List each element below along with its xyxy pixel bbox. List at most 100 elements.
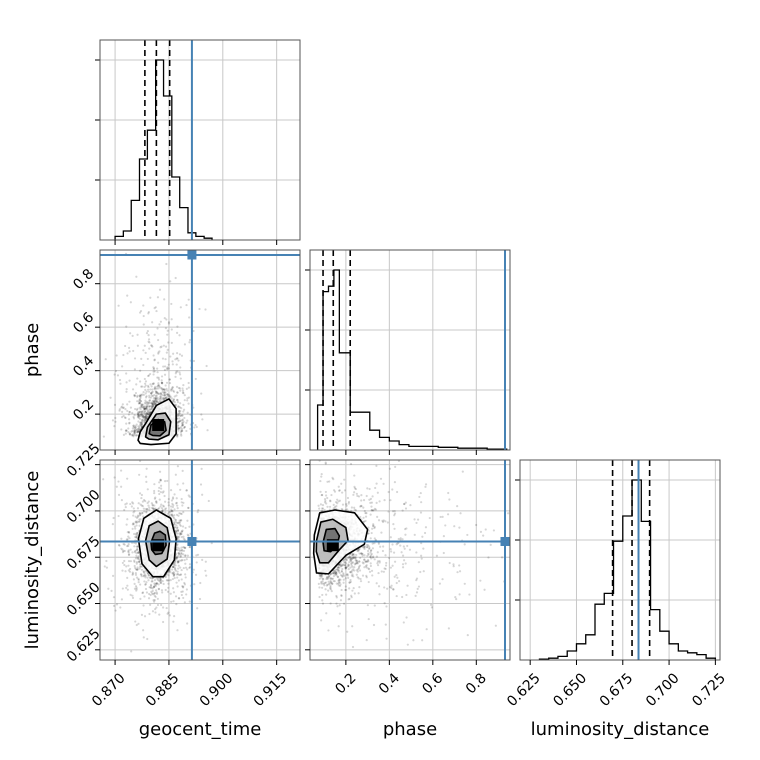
sample-point (151, 507, 155, 510)
sample-point (136, 515, 140, 518)
sample-point (137, 413, 140, 416)
sample-point (179, 366, 182, 369)
sample-point (145, 467, 148, 470)
sample-point (176, 357, 179, 360)
sample-point (155, 501, 158, 504)
sample-point (140, 412, 143, 415)
sample-point (384, 564, 388, 567)
sample-point (146, 384, 150, 387)
sample-point (134, 426, 137, 429)
sample-point (172, 352, 175, 355)
sample-point (158, 323, 161, 326)
sample-point (131, 427, 134, 430)
sample-point (169, 513, 172, 516)
sample-point (113, 425, 116, 428)
sample-point (136, 412, 140, 415)
x-tick-label: 0.700 (643, 670, 683, 710)
sample-point (170, 508, 173, 511)
sample-point (330, 577, 334, 580)
sample-point (178, 549, 181, 552)
sample-point (142, 393, 145, 396)
sample-point (355, 553, 358, 557)
sample-point (158, 613, 161, 616)
sample-point (178, 417, 181, 420)
sample-point (161, 382, 164, 385)
sample-point (121, 365, 124, 368)
sample-point (138, 410, 141, 414)
sample-point (138, 401, 141, 404)
sample-point (333, 490, 337, 493)
sample-point (161, 397, 165, 400)
sample-point (182, 585, 185, 588)
sample-point (175, 357, 178, 360)
sample-point (171, 577, 175, 581)
sample-point (183, 399, 186, 402)
sample-point (126, 576, 129, 579)
sample-point (128, 433, 131, 436)
sample-point (180, 414, 184, 417)
y-tick-label: 0.6 (70, 309, 97, 336)
sample-point (393, 575, 396, 578)
sample-point (152, 397, 155, 400)
sample-point (183, 546, 186, 549)
sample-point (162, 388, 165, 391)
sample-point (415, 577, 419, 580)
sample-point (145, 400, 149, 404)
sample-point (332, 571, 335, 574)
sample-point (149, 583, 153, 586)
sample-point (172, 390, 176, 393)
sample-point (141, 591, 144, 595)
sample-point (143, 407, 147, 410)
sample-point (111, 523, 114, 526)
sample-point (141, 591, 145, 594)
sample-point (119, 606, 122, 609)
sample-point (177, 413, 180, 416)
sample-point (135, 433, 138, 437)
sample-point (137, 622, 140, 625)
sample-point (142, 507, 145, 510)
sample-point (138, 520, 141, 523)
sample-point (147, 311, 150, 314)
sample-point (157, 352, 160, 355)
sample-point (329, 579, 332, 583)
sample-point (197, 508, 200, 512)
sample-point (179, 512, 182, 515)
sample-point (174, 520, 177, 523)
sample-point (152, 585, 156, 588)
sample-point (369, 501, 372, 504)
sample-point (120, 469, 123, 472)
sample-point (171, 360, 174, 363)
sample-point (173, 572, 176, 575)
sample-point (396, 576, 399, 579)
sample-point (152, 368, 155, 371)
sample-point (124, 503, 127, 506)
sample-point (134, 568, 138, 571)
sample-point (159, 346, 162, 349)
sample-point (129, 560, 133, 563)
sample-point (353, 474, 356, 477)
sample-point (172, 565, 175, 568)
sample-point (352, 568, 355, 571)
sample-point (144, 384, 147, 387)
sample-point (201, 493, 204, 496)
sample-point (373, 525, 376, 529)
sample-point (339, 565, 343, 568)
sample-point (179, 414, 182, 417)
sample-point (326, 583, 329, 586)
sample-point (180, 497, 183, 501)
sample-point (147, 374, 150, 378)
sample-point (183, 425, 186, 429)
sample-point (177, 514, 180, 517)
sample-point (142, 314, 145, 318)
sample-point (404, 507, 408, 510)
sample-point (169, 505, 173, 508)
sample-point (180, 429, 183, 432)
sample-point (150, 394, 153, 397)
sample-point (179, 533, 182, 536)
sample-point (182, 482, 185, 485)
sample-point (175, 529, 178, 532)
sample-point (356, 549, 359, 552)
sample-point (153, 370, 156, 373)
sample-point (176, 526, 179, 529)
sample-point (139, 421, 142, 424)
